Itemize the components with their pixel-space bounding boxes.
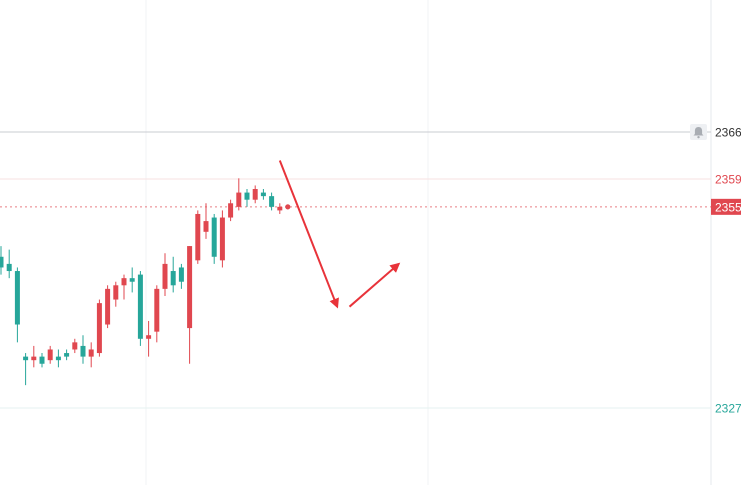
candle	[195, 210, 201, 264]
candle	[219, 210, 225, 268]
candles	[0, 178, 291, 386]
price-label-text: 2359	[715, 173, 741, 187]
candle	[6, 249, 12, 279]
candle-body	[6, 263, 12, 272]
candle-body	[146, 335, 152, 339]
candle-body	[187, 246, 193, 329]
price-label-high: 2359	[715, 173, 741, 187]
candle	[23, 353, 29, 386]
candle-body	[72, 342, 78, 350]
candle-body	[64, 353, 70, 357]
candle-body	[14, 271, 20, 325]
candle-body	[154, 288, 160, 332]
candle	[277, 203, 283, 214]
candle	[170, 256, 176, 293]
candle	[14, 267, 20, 343]
candle	[96, 299, 102, 357]
candle	[55, 349, 61, 368]
price-label-last-price: 2355	[711, 198, 741, 215]
last-price-dot	[285, 204, 291, 210]
candle	[203, 203, 209, 239]
candle	[121, 274, 127, 300]
candle-body	[228, 203, 234, 218]
candle-body	[269, 196, 275, 207]
candle-body	[23, 356, 29, 361]
candle	[146, 320, 152, 357]
candle-body	[88, 349, 94, 357]
price-label-low: 2327	[715, 401, 741, 415]
candle	[0, 246, 4, 275]
candle-body	[203, 221, 209, 232]
candle	[178, 263, 184, 289]
candle-body	[277, 206, 283, 211]
candle-body	[162, 263, 168, 289]
candle	[113, 281, 119, 307]
candle	[129, 267, 135, 293]
candle	[72, 338, 78, 354]
price-label-text: 2366	[715, 125, 741, 139]
candle	[47, 345, 53, 364]
candle	[228, 199, 234, 222]
candle-body	[244, 192, 250, 200]
price-label-text: 2327	[715, 401, 741, 415]
price-lines	[0, 131, 711, 409]
candle-body	[195, 213, 201, 261]
candle	[154, 285, 160, 343]
drawn-arrow	[348, 262, 401, 308]
candle	[162, 253, 168, 296]
bell-icon	[693, 126, 704, 136]
candle	[252, 185, 258, 204]
candle	[269, 192, 275, 211]
candle-body	[39, 356, 45, 364]
candle	[260, 189, 266, 200]
price-axis: 2366 2359 2355 2327	[690, 123, 741, 415]
candle-body	[121, 278, 127, 286]
candle	[244, 189, 250, 207]
price-label-alert-line: 2366	[690, 123, 741, 140]
candle-body	[170, 271, 176, 286]
candle-body	[0, 256, 4, 268]
candle	[39, 353, 45, 368]
candle	[236, 178, 242, 211]
candle	[64, 349, 70, 361]
candle-body	[55, 356, 61, 361]
candle	[31, 345, 37, 368]
drawn-arrow	[278, 160, 339, 309]
candle-body	[31, 356, 37, 361]
last-price-tag	[711, 198, 741, 215]
candle-body	[178, 267, 184, 282]
bell-icon-clapper	[697, 135, 700, 139]
candle-body	[105, 288, 111, 325]
candle-body	[96, 303, 102, 354]
candle-body	[236, 192, 242, 207]
candle-body	[219, 217, 225, 261]
price-label-text: 2355	[715, 200, 741, 214]
candle	[137, 271, 143, 346]
candle-body	[80, 345, 86, 357]
candle-body	[137, 274, 143, 339]
candle	[105, 285, 111, 329]
grid	[145, 0, 712, 485]
candle-body	[252, 189, 258, 200]
drawings	[278, 160, 401, 309]
candle-body	[211, 217, 217, 257]
candle-body	[113, 285, 119, 300]
candle-body	[47, 349, 53, 361]
candle	[211, 213, 217, 264]
candle	[88, 342, 94, 368]
candle-body	[260, 192, 266, 197]
candle	[80, 335, 86, 364]
candle-body	[129, 278, 135, 282]
candle	[187, 246, 193, 364]
